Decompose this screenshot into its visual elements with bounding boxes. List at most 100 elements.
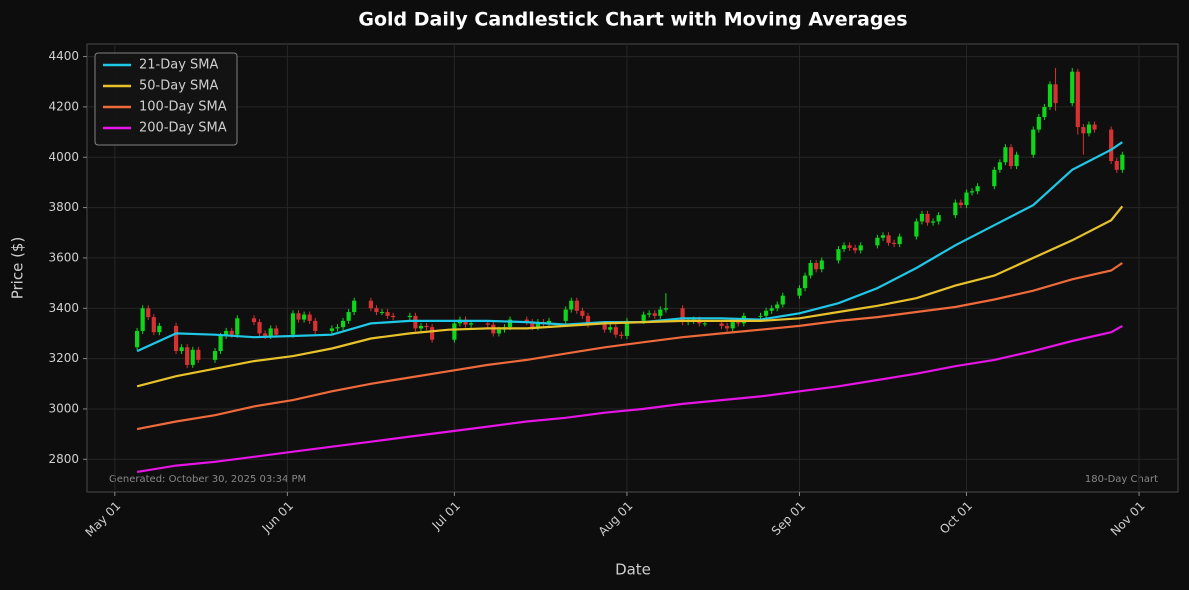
candle-body	[151, 317, 156, 333]
candle-body	[964, 192, 969, 206]
candle-body	[1070, 71, 1075, 104]
candle-body	[452, 323, 457, 340]
candle-body	[173, 325, 179, 352]
candle-body	[218, 335, 223, 352]
chart-title: Gold Daily Candlestick Chart with Moving…	[358, 9, 907, 31]
legend-box	[94, 52, 238, 146]
candle-body	[797, 288, 802, 296]
candle-body	[880, 235, 886, 238]
candle-body	[602, 324, 607, 330]
candle-body	[1036, 116, 1041, 130]
candle-body	[702, 323, 707, 325]
candle-body	[853, 247, 858, 251]
candle-body	[463, 319, 468, 325]
candle-body	[663, 308, 668, 310]
candle-body	[468, 323, 474, 325]
candle-body	[619, 334, 624, 336]
candle-body	[613, 327, 618, 335]
candle-body	[802, 275, 808, 289]
legend-label: 50-Day SMA	[139, 79, 219, 94]
x-axis-label: Date	[615, 561, 651, 579]
candle-body	[307, 314, 312, 321]
candle-body	[975, 186, 980, 192]
candle-body	[329, 328, 335, 331]
candle-body	[407, 315, 412, 318]
candle-body	[886, 235, 891, 243]
candle-body	[140, 308, 145, 331]
candle-body	[836, 249, 841, 261]
candle-body	[418, 325, 424, 329]
candle-body	[229, 330, 234, 335]
candle-body	[919, 213, 925, 222]
candle-body	[224, 330, 229, 336]
candle-body	[413, 315, 418, 329]
candle-body	[1031, 129, 1036, 155]
candle-body	[496, 329, 502, 334]
candle-body	[819, 260, 824, 270]
candle-body	[179, 347, 184, 352]
candle-body	[352, 300, 357, 313]
candle-body	[763, 310, 769, 316]
candle-body	[1081, 127, 1086, 134]
candle-body	[563, 309, 568, 321]
candle-body	[769, 308, 774, 311]
candle-body	[758, 315, 763, 317]
candle-body	[892, 242, 897, 245]
candle-body	[185, 347, 190, 365]
candle-body	[535, 322, 540, 328]
candle-body	[524, 319, 529, 323]
candle-body	[569, 300, 574, 310]
y-tick-label: 4400	[48, 49, 79, 63]
sma-line	[136, 262, 1123, 431]
candle-body	[858, 245, 863, 251]
candle-body	[430, 327, 435, 340]
y-axis-label: Price ($)	[9, 237, 27, 300]
candle-body	[296, 313, 301, 320]
candle-body	[257, 322, 262, 334]
candle-body	[1008, 147, 1014, 167]
annotation: Generated: October 30, 2025 03:34 PM	[109, 474, 306, 485]
candle-body	[546, 320, 552, 324]
candle-body	[346, 312, 351, 321]
candle-body	[1003, 147, 1008, 163]
candle-body	[580, 310, 585, 316]
candle-body	[391, 315, 396, 318]
candle-body	[808, 262, 813, 276]
candle-body	[936, 215, 941, 222]
candle-body	[190, 349, 195, 365]
candle-body	[157, 325, 162, 333]
plot-area	[86, 43, 1179, 493]
candle-body	[290, 313, 296, 335]
y-tick-label: 3200	[48, 351, 79, 365]
candle-body	[780, 295, 785, 305]
candle-body	[385, 312, 390, 316]
candle-body	[235, 318, 240, 335]
candle-body	[268, 328, 273, 336]
sma-line	[136, 205, 1124, 388]
candle-body	[379, 312, 385, 314]
candle-body	[1014, 154, 1019, 167]
candle-body	[507, 319, 513, 328]
y-tick-label: 3400	[48, 301, 79, 315]
candle-body	[736, 322, 741, 324]
candle-body	[1053, 84, 1058, 104]
candle-body	[212, 351, 218, 360]
candle-body	[274, 328, 279, 335]
candle-body	[574, 300, 579, 311]
y-tick-label: 2800	[48, 452, 79, 466]
candle-body	[424, 325, 429, 328]
y-tick-label: 4200	[48, 99, 79, 113]
legend-label: 200-Day SMA	[139, 121, 227, 136]
sma-line	[136, 324, 1123, 473]
y-tick-label: 3600	[48, 250, 79, 264]
candle-body	[652, 313, 657, 316]
candle-body	[875, 237, 880, 246]
candle-body	[953, 202, 958, 216]
candle-body	[485, 323, 490, 325]
candle-body	[725, 325, 730, 329]
candle-body	[719, 323, 724, 326]
candle-body	[196, 349, 201, 360]
candle-body	[730, 322, 735, 329]
candle-body	[251, 318, 257, 323]
